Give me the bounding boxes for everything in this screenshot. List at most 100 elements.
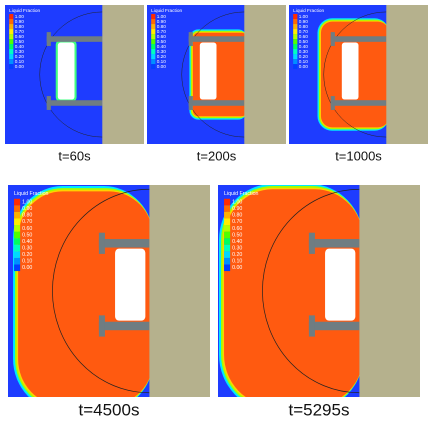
legend-swatch	[293, 29, 298, 35]
legend-label: 0.20	[15, 54, 25, 60]
legend-label: 0.90	[232, 206, 242, 212]
wall	[102, 5, 144, 144]
legend-swatch	[224, 225, 231, 232]
legend-swatch	[14, 238, 21, 245]
legend-label: 0.00	[232, 265, 242, 271]
legend-label: 0.50	[15, 39, 25, 45]
legend-label: 0.10	[15, 59, 25, 65]
legend-swatch	[224, 218, 231, 226]
legend-swatch	[293, 24, 298, 30]
legend-label: 1.00	[299, 14, 309, 20]
legend-swatch	[293, 34, 298, 40]
beam-flange	[46, 100, 103, 106]
beam-web	[98, 232, 105, 254]
legend-label: 0.20	[22, 252, 32, 258]
legend-swatch	[9, 34, 14, 40]
beam-flange	[308, 321, 360, 331]
beam-flange	[188, 36, 245, 42]
legend-label: 0.40	[232, 239, 242, 245]
heater	[115, 248, 146, 321]
legend-label: 0.50	[299, 39, 309, 45]
legend-label: 0.00	[299, 64, 309, 70]
legend-swatch	[14, 244, 21, 252]
legend-swatch	[224, 251, 231, 258]
legend-label: 0.90	[299, 19, 309, 25]
legend-swatch	[14, 251, 21, 258]
legend-label: 1.00	[22, 199, 32, 205]
legend-label: 0.60	[157, 34, 167, 40]
legend-swatch	[151, 44, 156, 50]
caption: t=60s	[58, 148, 91, 163]
domain-arc	[323, 11, 428, 138]
legend-swatch	[224, 257, 231, 265]
wall	[386, 5, 428, 144]
legend-swatch	[9, 24, 14, 30]
legend-label: 0.50	[232, 232, 242, 238]
legend-swatch	[14, 218, 21, 226]
legend-swatch	[224, 231, 231, 239]
beam-flange	[98, 321, 150, 331]
legend-swatch	[151, 24, 156, 30]
legend-swatch	[293, 19, 298, 25]
legend-swatch	[224, 211, 231, 219]
legend-swatch	[151, 34, 156, 40]
heater	[341, 42, 359, 100]
legend-label: 0.00	[22, 265, 32, 271]
legend-swatch	[293, 59, 298, 65]
legend-label: 0.60	[232, 226, 242, 232]
legend-label: 0.30	[15, 49, 25, 55]
legend-label: 0.90	[22, 206, 32, 212]
legend-label: 0.80	[157, 24, 167, 30]
legend-swatch	[293, 64, 298, 70]
legend-swatch	[293, 49, 298, 55]
panel: Liquid Fraction1.000.900.800.700.600.500…	[218, 185, 420, 397]
legend-label: 0.70	[232, 219, 242, 225]
beam-flange	[188, 100, 245, 106]
legend-label: 0.00	[157, 64, 167, 70]
legend-label: 0.90	[157, 19, 167, 25]
legend-swatch	[151, 54, 156, 60]
legend-label: 0.70	[299, 29, 309, 35]
legend-label: 1.00	[232, 199, 242, 205]
legend-swatch	[224, 244, 231, 252]
wall	[244, 5, 286, 144]
legend-label: 0.20	[232, 252, 242, 258]
legend-swatch	[224, 198, 231, 206]
legend-swatch	[224, 205, 231, 212]
legend-label: 0.30	[157, 49, 167, 55]
legend-label: 0.10	[157, 59, 167, 65]
legend-label: 0.80	[299, 24, 309, 30]
legend-label: 0.60	[22, 226, 32, 232]
legend-swatch	[14, 231, 21, 239]
legend-label: 0.90	[15, 19, 25, 25]
legend-label: 0.70	[22, 219, 32, 225]
panel: Liquid Fraction1.000.900.800.700.600.500…	[289, 5, 428, 144]
panel: Liquid Fraction1.000.900.800.700.600.500…	[8, 185, 210, 397]
legend-swatch	[151, 39, 156, 45]
heater	[57, 42, 75, 100]
legend-label: 0.30	[299, 49, 309, 55]
legend-label: 0.40	[22, 239, 32, 245]
legend-title: Liquid Fraction	[14, 191, 48, 197]
legend-swatch	[9, 19, 14, 25]
legend-title: Liquid Fraction	[293, 8, 324, 14]
legend-label: 0.40	[157, 44, 167, 50]
legend-label: 1.00	[15, 14, 25, 20]
beam-web	[188, 32, 193, 47]
beam-web	[308, 315, 315, 337]
legend-label: 0.40	[15, 44, 25, 50]
beam-web	[330, 96, 335, 110]
beam-flange	[308, 239, 360, 248]
wall	[149, 185, 210, 397]
heater	[325, 248, 356, 321]
legend-swatch	[224, 264, 231, 272]
caption: t=1000s	[335, 148, 382, 163]
beam-web	[98, 315, 105, 337]
legend-label: 0.10	[232, 259, 242, 265]
legend-swatch	[151, 64, 156, 70]
beam-flange	[330, 36, 387, 42]
beam-web	[308, 232, 315, 254]
legend-label: 1.00	[157, 14, 167, 20]
legend-swatch	[9, 64, 14, 70]
